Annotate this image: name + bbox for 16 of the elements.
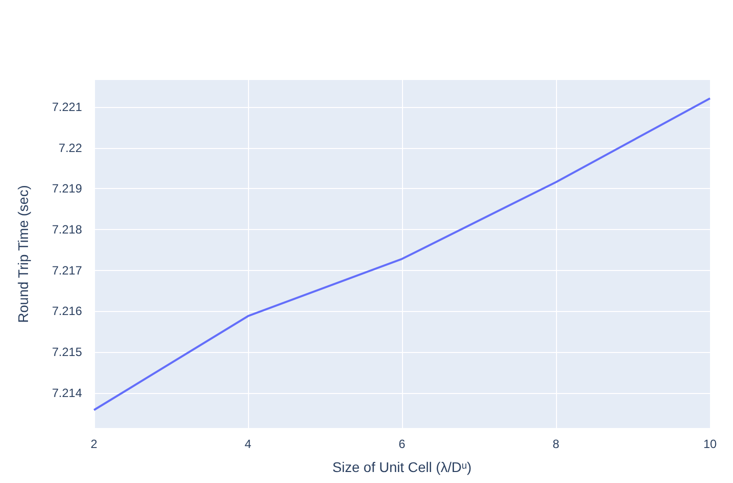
x-tick-label: 8: [552, 437, 560, 451]
y-tick-label: 7.217: [52, 263, 82, 278]
y-tick-label: 7.219: [52, 182, 82, 196]
y-tick-label: 7.218: [52, 222, 82, 236]
x-tick-label: 10: [703, 437, 717, 451]
x-tick-label: 4: [244, 437, 252, 451]
x-tick-label: 2: [90, 437, 98, 451]
y-axis-title: Round Trip Time (sec): [15, 185, 31, 323]
x-axis-title: Size of Unit Cell (λ/Dᵘ): [332, 459, 472, 475]
y-tick-label: 7.215: [52, 345, 82, 360]
y-tick-label: 7.214: [52, 386, 82, 400]
x-tick-label: 6: [398, 437, 406, 451]
y-tick-label: 7.216: [52, 304, 82, 318]
y-tick-label: 7.221: [52, 100, 82, 114]
y-tick-label: 7.22: [58, 140, 82, 155]
line-series: [93, 97, 711, 412]
